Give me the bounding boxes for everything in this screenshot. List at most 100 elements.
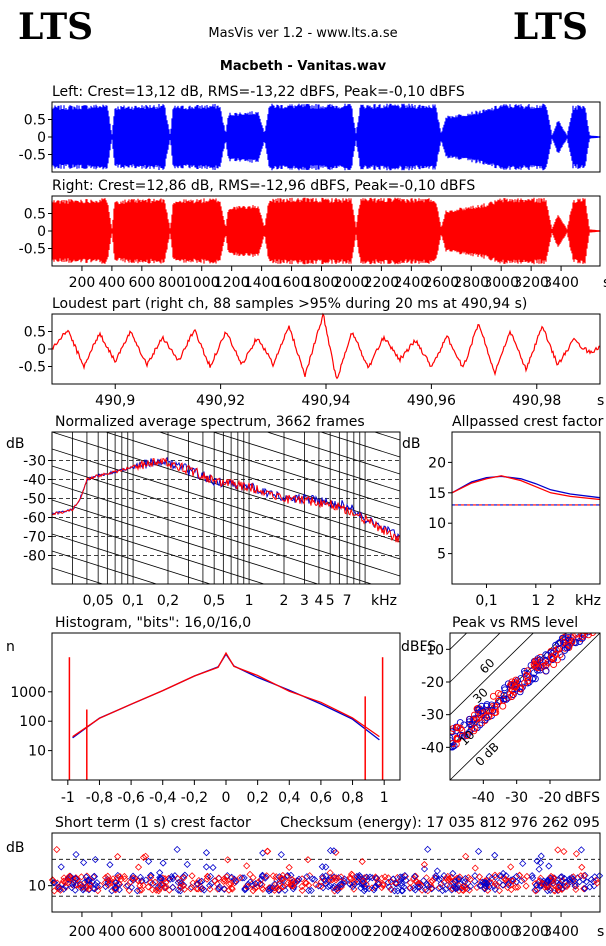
crest-point	[169, 875, 177, 883]
slope-line	[52, 499, 320, 584]
crest-point	[263, 847, 271, 855]
crest-point	[330, 882, 338, 890]
crest-point	[578, 863, 586, 871]
crest-point	[127, 883, 136, 891]
crest-point	[228, 873, 236, 881]
crest-point	[356, 873, 364, 881]
crest-point	[198, 885, 207, 893]
peak-rms-point	[458, 732, 466, 740]
crest-point	[276, 877, 284, 885]
crest-point	[338, 880, 346, 888]
crest-point	[134, 863, 143, 871]
crest-point	[575, 878, 584, 886]
peak-rms-point	[580, 633, 588, 639]
crest-point	[532, 887, 540, 895]
crest-point	[129, 872, 137, 880]
crest-point	[491, 873, 499, 881]
crest-point	[232, 877, 240, 886]
crest-point	[593, 879, 601, 887]
loudest-waveform	[51, 312, 601, 380]
crest-point	[155, 885, 163, 893]
peak-rms-point	[596, 612, 602, 618]
crest-point	[151, 878, 159, 886]
waveform-left	[51, 103, 601, 171]
crest-point	[246, 870, 254, 878]
peak-rms-point	[524, 679, 532, 687]
crest-point	[417, 881, 425, 889]
lts-logo-right: LTS	[512, 6, 588, 48]
crest-point	[65, 872, 74, 880]
crest-point	[156, 881, 164, 889]
crest-point	[243, 862, 251, 870]
peak-rms-point	[554, 640, 562, 648]
y-tick-label: 20	[428, 455, 446, 471]
crest-point	[451, 876, 459, 884]
slope-line	[265, 432, 400, 475]
crest-point	[180, 874, 188, 882]
x-tick-label: 2000	[334, 924, 370, 940]
crest-guide-line	[450, 633, 501, 683]
crest-point	[495, 878, 503, 887]
crest-point	[556, 882, 565, 890]
crest-point	[56, 886, 65, 894]
crest-point	[157, 874, 165, 882]
crest-point	[57, 863, 65, 871]
crest-point	[561, 882, 569, 890]
peak-rms-point	[542, 662, 550, 670]
x-tick-label: 1600	[274, 924, 310, 940]
y-tick-label: 10	[28, 744, 46, 760]
peak-rms-point	[590, 622, 596, 628]
crest-point	[580, 885, 588, 893]
crest-point	[133, 887, 141, 895]
crest-point	[298, 882, 306, 891]
crest-point	[220, 877, 228, 886]
peak-rms-point	[450, 742, 458, 750]
slope-line	[52, 482, 373, 584]
crest-point	[402, 876, 410, 884]
peak-rms-point	[516, 685, 524, 693]
crest-point	[322, 872, 330, 880]
crest-point	[563, 882, 571, 890]
slope-line	[52, 516, 266, 584]
crest-point	[72, 850, 80, 859]
crest-point	[174, 886, 183, 894]
peak-rms-point	[582, 623, 588, 629]
x-tick-label: 2600	[423, 924, 459, 940]
crest-point	[384, 878, 392, 886]
crest-guide-line	[450, 633, 534, 716]
y-axis-label: n	[6, 639, 15, 655]
peak-rms-point	[559, 639, 567, 647]
crest-point	[107, 877, 115, 885]
crest-guide-line	[450, 633, 568, 748]
crest-point	[560, 874, 568, 883]
y-tick-label: 0	[37, 224, 46, 240]
crest-point	[102, 874, 110, 882]
peak-rms-point	[522, 672, 530, 679]
crest-point	[345, 879, 353, 887]
crest-point	[305, 881, 313, 889]
x-tick-label: 490,98	[512, 393, 561, 409]
crest-point	[566, 876, 574, 884]
crest-point	[249, 887, 257, 895]
crest-point	[251, 880, 260, 888]
crest-point	[176, 887, 185, 895]
spectrum-plot	[52, 432, 400, 584]
peak-rms-point	[501, 684, 508, 692]
crest-point	[577, 846, 585, 854]
x-tick-label: 600	[128, 275, 155, 291]
x-tick-label: -30	[505, 790, 528, 806]
crest-point	[466, 882, 475, 890]
y-tick-label: 0.5	[24, 113, 46, 129]
crest-point	[390, 887, 399, 895]
peak-rms-point	[532, 657, 540, 665]
crest-point	[122, 882, 130, 890]
crest-point	[519, 859, 527, 868]
crest-point	[491, 851, 499, 859]
crest-point	[202, 849, 211, 857]
crest-point	[220, 885, 228, 893]
x-unit: s	[597, 393, 604, 409]
crest-point	[471, 864, 479, 872]
crest-point	[211, 877, 219, 885]
crest-point	[55, 883, 63, 891]
waveform-series-right	[51, 197, 601, 265]
